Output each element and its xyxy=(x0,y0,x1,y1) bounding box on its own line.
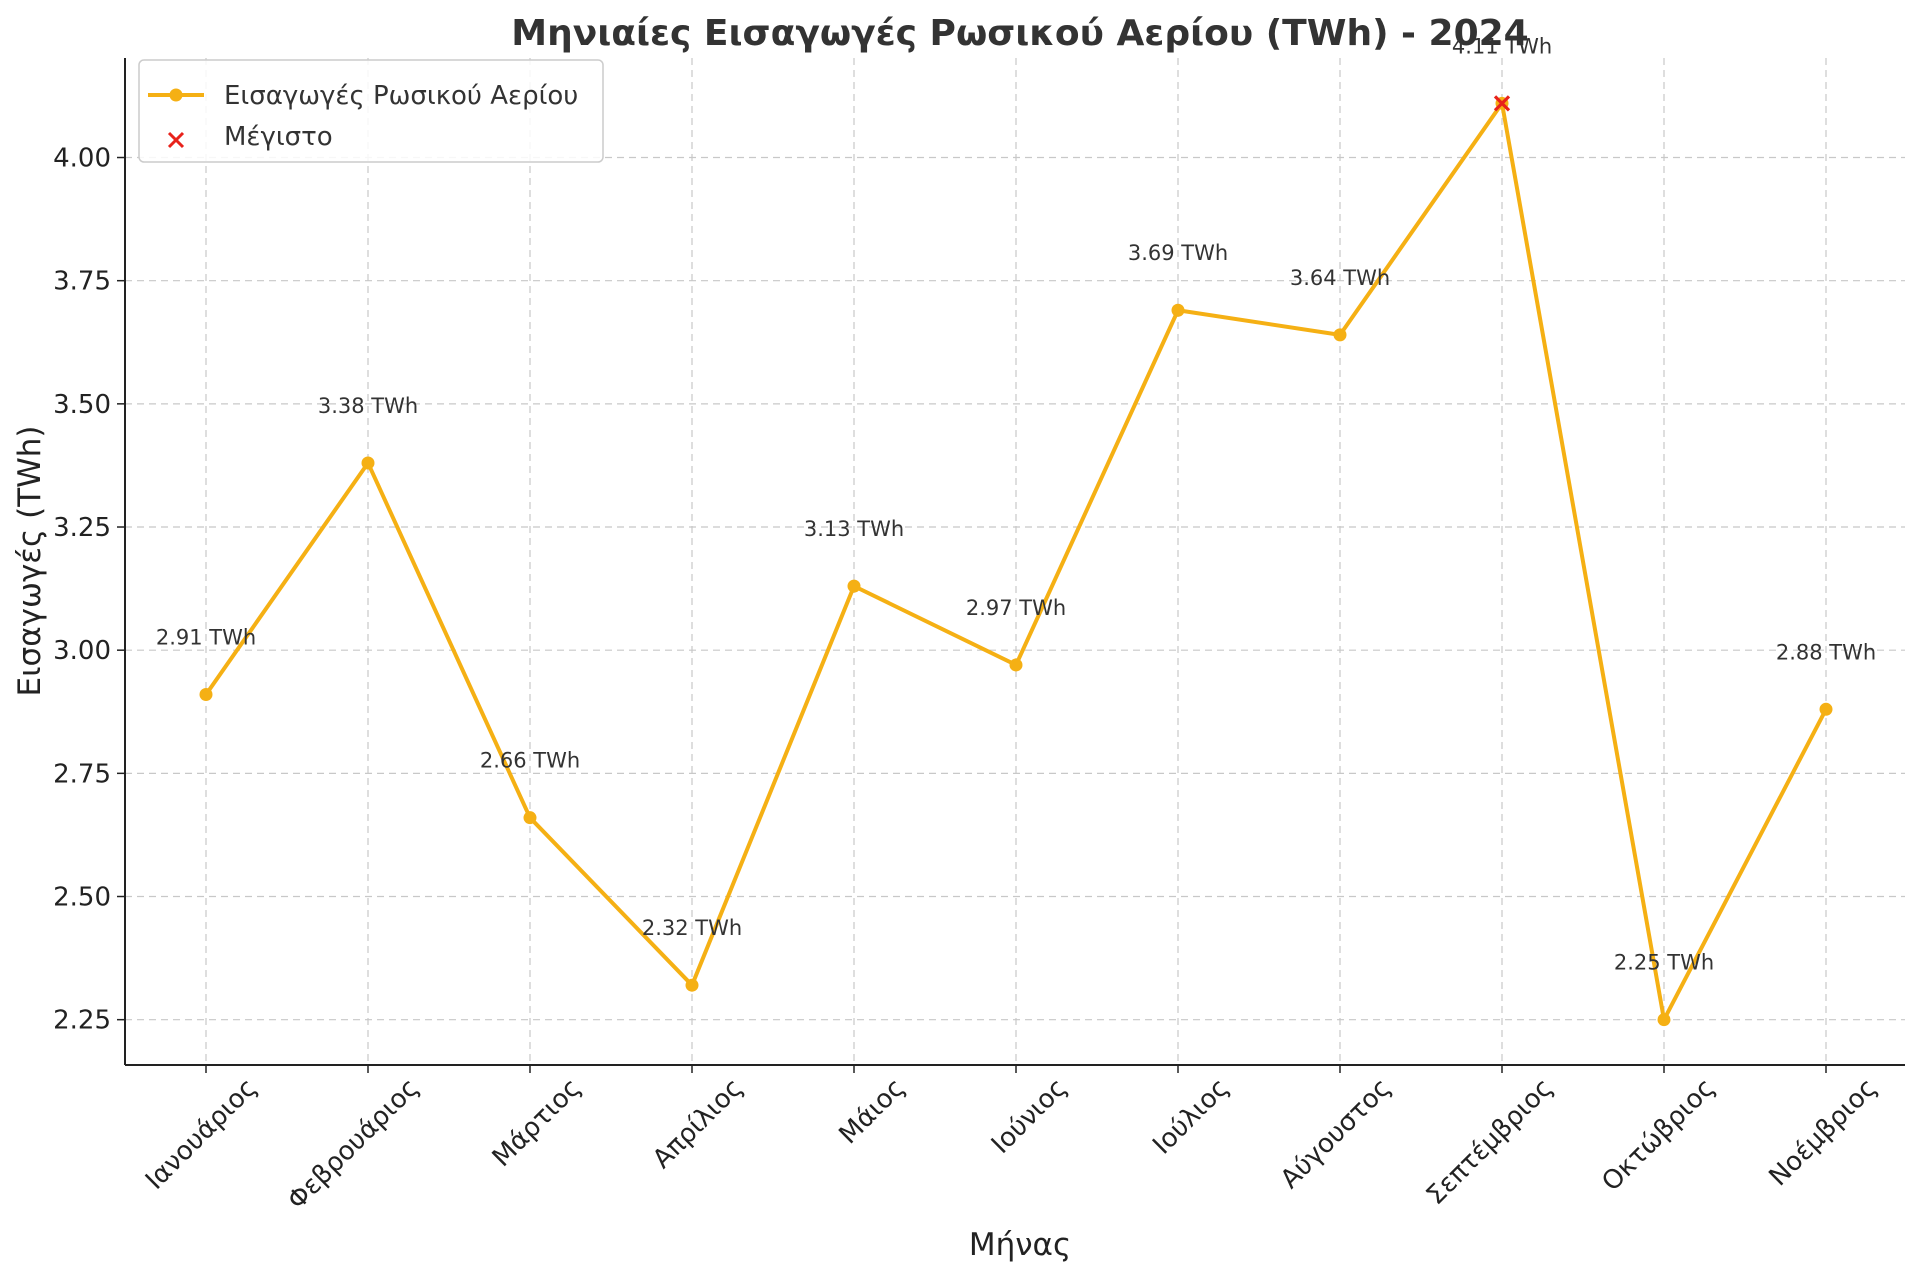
y-tick-label: 2.25 xyxy=(53,1006,111,1036)
data-label: 4.11 TWh xyxy=(1452,34,1552,58)
x-tick-label: Ιούλιος xyxy=(1147,1073,1235,1161)
legend-label-series: Εισαγωγές Ρωσικού Αερίου xyxy=(224,81,578,111)
y-tick-label: 3.00 xyxy=(53,636,111,666)
data-point xyxy=(1657,1013,1671,1027)
series-layer xyxy=(199,95,1833,1027)
legend-label-max: Μέγιστο xyxy=(224,122,333,152)
data-label: 2.32 TWh xyxy=(642,916,742,940)
data-label: 2.25 TWh xyxy=(1614,951,1714,975)
legend-marker-swatch xyxy=(169,88,183,102)
data-point xyxy=(847,579,861,593)
y-tick-label: 3.50 xyxy=(53,390,111,420)
grid-layer xyxy=(125,58,1905,1065)
data-point xyxy=(1009,658,1023,672)
x-tick-label: Φεβρουάριος xyxy=(282,1073,425,1216)
y-axis-label: Εισαγωγές (TWh) xyxy=(12,425,48,696)
y-tick-label: 2.75 xyxy=(53,759,111,789)
data-label: 2.88 TWh xyxy=(1776,640,1876,664)
x-tick-label: Αύγουστος xyxy=(1275,1073,1397,1195)
x-tick-label: Απρίλιος xyxy=(647,1073,749,1175)
y-tick-label: 4.00 xyxy=(53,144,111,174)
y-tick-label: 3.75 xyxy=(53,267,111,297)
y-tick-label: 3.25 xyxy=(53,513,111,543)
legend-max-icon xyxy=(167,131,185,149)
x-tick-label: Σεπτέμβριος xyxy=(1421,1073,1559,1211)
data-labels-layer: 2.91 TWh 3.38 TWh 2.66 TWh 2.32 TWh 3.13 TWh… xyxy=(156,34,1876,974)
data-point xyxy=(1171,303,1185,317)
data-point xyxy=(523,811,537,825)
data-label: 3.38 TWh xyxy=(318,394,418,418)
legend: Εισαγωγές Ρωσικού Αερίου Μέγιστο xyxy=(138,59,604,163)
legend-box xyxy=(138,59,604,163)
y-tick-label: 2.50 xyxy=(53,883,111,913)
data-point xyxy=(361,456,375,470)
max-marker xyxy=(1493,95,1511,112)
chart-title: Μηνιαίες Εισαγωγές Ρωσικού Αερίου (TWh) … xyxy=(511,13,1528,54)
x-tick-label: Ιούνιος xyxy=(986,1073,1073,1160)
data-point xyxy=(685,978,699,992)
data-point xyxy=(1333,328,1347,342)
x-tick-label: Μάρτιος xyxy=(487,1073,587,1173)
x-tick-label: Μάιος xyxy=(833,1073,910,1150)
x-axis-label: Μήνας xyxy=(969,1227,1071,1263)
data-label: 2.91 TWh xyxy=(156,626,256,650)
x-tick-label: Νοέμβριος xyxy=(1763,1073,1883,1193)
x-tick-label: Ιανουάριος xyxy=(140,1073,263,1196)
data-label: 3.64 TWh xyxy=(1290,266,1390,290)
data-label: 2.97 TWh xyxy=(966,596,1066,620)
data-label: 3.13 TWh xyxy=(804,517,904,541)
x-tick-label: Οκτώβριος xyxy=(1596,1073,1721,1198)
data-label: 3.69 TWh xyxy=(1128,241,1228,265)
axes-layer: 2.25 2.50 2.75 3.00 3.25 3.50 3.75 4.00 Ιανουάρι… xyxy=(53,58,1905,1216)
data-point xyxy=(1819,702,1833,716)
max-marker-stroke xyxy=(1493,95,1511,112)
data-label: 2.66 TWh xyxy=(480,749,580,773)
data-point xyxy=(199,688,213,702)
